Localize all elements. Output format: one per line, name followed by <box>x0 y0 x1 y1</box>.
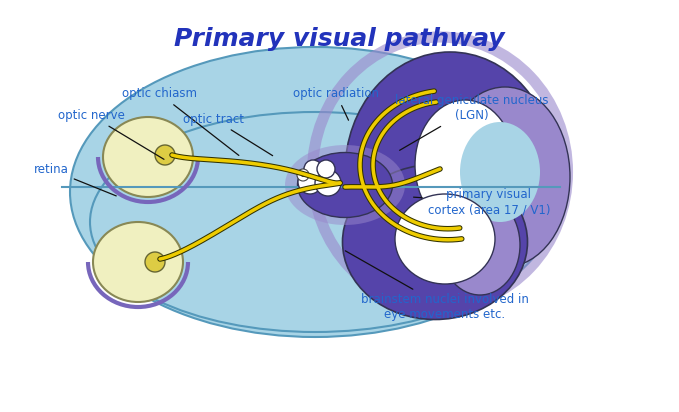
Text: primary visual
cortex (area 17 / V1): primary visual cortex (area 17 / V1) <box>414 188 550 216</box>
Ellipse shape <box>93 222 183 302</box>
Text: lateral geniculate nucleus
(LGN): lateral geniculate nucleus (LGN) <box>395 94 549 150</box>
Ellipse shape <box>415 100 515 230</box>
Circle shape <box>317 160 335 178</box>
Text: optic tract: optic tract <box>183 112 273 156</box>
Circle shape <box>304 160 322 178</box>
Ellipse shape <box>103 117 193 197</box>
Text: optic chiasm: optic chiasm <box>122 87 239 155</box>
Circle shape <box>315 170 341 196</box>
Ellipse shape <box>345 52 555 292</box>
Ellipse shape <box>342 164 528 319</box>
Text: optic radiation: optic radiation <box>293 87 379 120</box>
Ellipse shape <box>297 152 392 218</box>
Circle shape <box>301 173 305 177</box>
Text: optic nerve: optic nerve <box>58 109 164 159</box>
Ellipse shape <box>155 145 175 165</box>
Ellipse shape <box>460 122 540 222</box>
Text: Primary visual pathway: Primary visual pathway <box>174 27 504 51</box>
Circle shape <box>297 169 309 181</box>
Text: retina: retina <box>34 163 116 196</box>
Ellipse shape <box>90 112 540 332</box>
Ellipse shape <box>145 252 165 272</box>
Ellipse shape <box>440 87 570 267</box>
Circle shape <box>298 170 322 194</box>
Text: brainstem nuclei involved in
eye movements etc.: brainstem nuclei involved in eye movemen… <box>346 251 529 321</box>
Ellipse shape <box>70 47 560 337</box>
Ellipse shape <box>285 145 405 225</box>
Ellipse shape <box>395 194 495 284</box>
Ellipse shape <box>440 195 520 295</box>
